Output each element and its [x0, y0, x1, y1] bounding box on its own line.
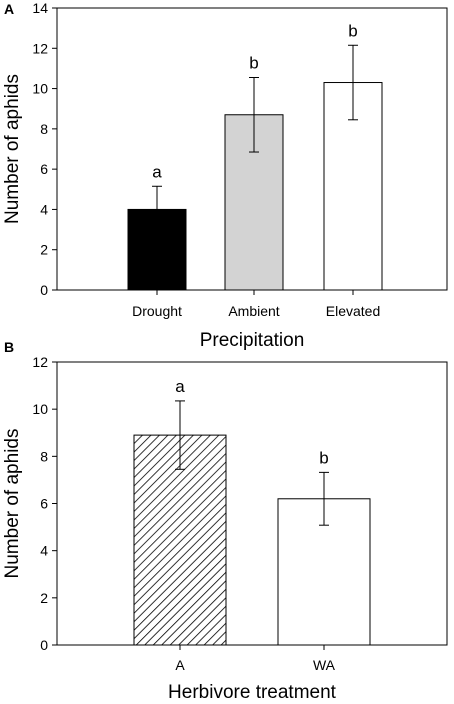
x-tick-label: Elevated: [326, 303, 380, 319]
y-axis-title: Number of aphids: [2, 74, 23, 224]
chart-panel-b: 0 2 4 6 8 10 12 a Ab WA Herbivore treatment Number …: [2, 339, 448, 703]
y-tick-label: 4: [40, 543, 48, 559]
y-tick-label: 10: [32, 401, 48, 417]
y-tick-label: 0: [40, 282, 48, 298]
y-tick-label: 4: [40, 201, 48, 217]
x-tick-label: Ambient: [228, 303, 279, 319]
y-tick-label: 6: [40, 161, 48, 177]
y-tick-label: 12: [32, 40, 48, 56]
x-axis-title: Precipitation: [200, 330, 305, 351]
significance-letter: b: [249, 53, 258, 72]
y-tick-label: 12: [32, 354, 48, 370]
y-tick-label: 8: [40, 448, 48, 464]
x-tick-label: Drought: [132, 303, 182, 319]
y-axis-title: Number of aphids: [2, 429, 23, 579]
y-tick-label: 8: [40, 121, 48, 137]
y-tick-label: 2: [40, 590, 48, 606]
y-tick-label: 2: [40, 242, 48, 258]
y-tick-label: 10: [32, 81, 48, 97]
significance-letter: a: [152, 162, 162, 181]
significance-letter: a: [175, 377, 185, 396]
chart-panel-a: 0 2 4 6 8 10 12 14 a Drought b Ambient b Elevated Prec…: [2, 0, 448, 351]
significance-letter: b: [319, 448, 328, 467]
significance-letter: b: [348, 21, 357, 40]
x-tick-label: A: [175, 657, 185, 673]
plot-frame: [56, 361, 448, 646]
y-tick-label: 6: [40, 496, 48, 512]
y-tick-label: 0: [40, 637, 48, 653]
panel-label: A: [4, 1, 14, 17]
panel-label: B: [4, 339, 14, 355]
x-tick-label: WA: [313, 657, 336, 673]
bar: [133, 434, 227, 646]
y-tick-label: 14: [32, 0, 48, 16]
x-axis-title: Herbivore treatment: [168, 682, 337, 703]
